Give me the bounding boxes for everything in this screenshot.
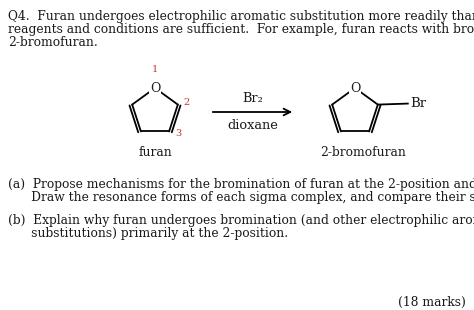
Text: 2: 2 [184,98,190,107]
Text: Draw the resonance forms of each sigma complex, and compare their stabilities.: Draw the resonance forms of each sigma c… [8,191,474,204]
Text: substitutions) primarily at the 2-position.: substitutions) primarily at the 2-positi… [8,227,288,240]
Text: 3: 3 [175,129,182,138]
Text: reagents and conditions are sufficient.  For example, furan reacts with bromine : reagents and conditions are sufficient. … [8,23,474,36]
Text: O: O [350,82,360,95]
Text: Q4.  Furan undergoes electrophilic aromatic substitution more readily than benze: Q4. Furan undergoes electrophilic aromat… [8,10,474,23]
Text: furan: furan [138,146,172,159]
Text: Br₂: Br₂ [242,92,263,105]
Text: (18 marks): (18 marks) [398,296,466,309]
Text: Br: Br [410,97,426,110]
Text: (b)  Explain why furan undergoes bromination (and other electrophilic aromatic: (b) Explain why furan undergoes brominat… [8,214,474,227]
Text: 1: 1 [152,64,158,73]
Text: (a)  Propose mechanisms for the bromination of furan at the 2-position and at th: (a) Propose mechanisms for the brominati… [8,178,474,191]
Text: O: O [150,82,160,95]
Text: 2-bromofuran: 2-bromofuran [320,146,406,159]
Text: 2-bromofuran.: 2-bromofuran. [8,36,98,49]
Text: dioxane: dioxane [227,119,278,132]
